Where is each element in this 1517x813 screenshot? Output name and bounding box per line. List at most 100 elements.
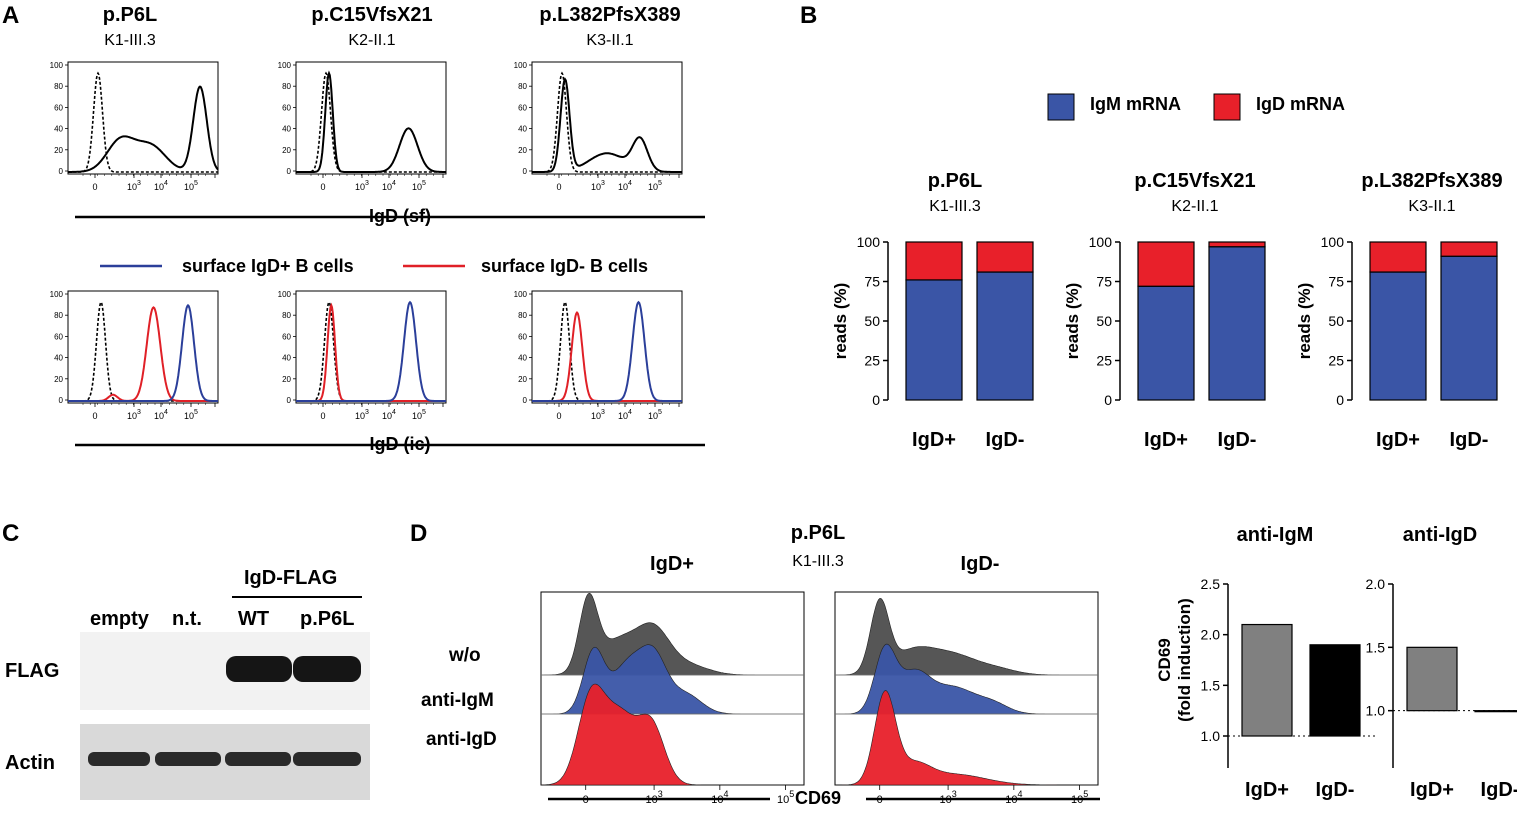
blot-lane-3: WT — [238, 608, 270, 630]
hist-ic-3-isotype-curve — [532, 300, 682, 402]
chart-b3-ytick-label: 25 — [1328, 353, 1344, 369]
panel-a-subtitle-1: K1-III.3 — [104, 32, 156, 49]
flow-igd-neg-xtick-label: 103 — [939, 789, 956, 806]
flow-igd-neg-xtick-exp: 3 — [952, 789, 957, 799]
chart-b2-title: p.C15VfsX21 — [1134, 170, 1256, 192]
chart-b1-xlabel-1: IgD+ — [912, 429, 956, 451]
hist-sf-1-ytick-label: 20 — [54, 146, 63, 155]
chart-b1-title: p.P6L — [927, 170, 983, 192]
hist-sf-3-ytick-label: 40 — [518, 125, 527, 134]
chart-b1-bar-igm-2 — [976, 271, 1034, 401]
hist-ic-2-xtick-label: 0 — [320, 411, 325, 421]
panel-letter-b: B — [800, 2, 818, 29]
hist-ic-3-ytick-label: 60 — [518, 332, 527, 341]
chart-b3-ytick-label: 100 — [1321, 234, 1345, 250]
chart-b1-xlabel-2: IgD- — [986, 429, 1025, 451]
flow-igd-neg-xtick-exp: 4 — [1017, 789, 1022, 799]
hist-sf-2-ytick-label: 60 — [282, 103, 291, 112]
chart-b2-bar-igd-1 — [1137, 241, 1195, 287]
panel-letter-d: D — [410, 520, 428, 547]
hist-ic-3-xtick-exp: 4 — [628, 409, 632, 416]
chart-b1-bar-igm-1 — [905, 279, 963, 401]
hist-sf-3-frame — [531, 61, 683, 175]
hist-sf-2-xtick-label: 0 — [320, 182, 325, 192]
flow-igd-pos-xtick-label: 105 — [777, 789, 794, 806]
hist-sf-1-xtick-label: 0 — [92, 182, 97, 192]
chart-b1-bar-igd-2 — [976, 241, 1034, 273]
chart-b2-xlabel-2: IgD- — [1218, 429, 1257, 451]
blot-actin-band-2 — [155, 752, 221, 766]
chart-b3-bar-igm-1 — [1369, 271, 1427, 401]
panel-c-graphics — [80, 596, 370, 800]
hist-ic-2-xtick-exp: 3 — [365, 409, 369, 416]
hist-sf-3-ytick-label: 0 — [523, 167, 528, 176]
hist-ic-1-xtick-label: 104 — [154, 409, 168, 421]
chart-d1-title: anti-IgM — [1236, 524, 1314, 546]
chart-b1-ytick-label: 0 — [872, 392, 880, 408]
chart-d1-bar-2 — [1309, 644, 1361, 737]
chart-d1-xlabel-1: IgD+ — [1245, 779, 1289, 801]
panel-d-axis-label: CD69 — [794, 788, 842, 808]
hist-sf-3-xtick-exp: 5 — [658, 180, 662, 187]
hist-ic-3-xtick-exp: 3 — [601, 409, 605, 416]
chart-b3-bar-igd-2 — [1440, 241, 1498, 257]
blot-actin-band-3 — [225, 752, 291, 766]
blot-actin-band-1 — [88, 752, 150, 766]
panel-b-graphics: 100 75 50 25 0 reads (%) IgD+ IgD- 100 75 50 25 0 rea… — [831, 93, 1498, 451]
panel-letter-a: A — [2, 2, 20, 29]
blot-row-flag: FLAG — [5, 660, 60, 682]
panel-d-subtitle: K1-III.3 — [792, 553, 844, 570]
flow-igd-neg-hist-anti-IgD — [835, 690, 1098, 786]
hist-sf-2-ytick-label: 20 — [282, 146, 291, 155]
chart-d2-ytick-label: 2.0 — [1366, 576, 1386, 592]
hist-ic-1-ytick-label: 20 — [54, 375, 63, 384]
hist-ic-3-xtick-label: 103 — [591, 409, 605, 421]
legend-igm-swatch — [1047, 93, 1075, 121]
chart-d1-ytick-label: 1.0 — [1201, 728, 1221, 744]
hist-sf-2-xtick-label: 104 — [382, 180, 396, 192]
hist-ic-3-ytick-label: 80 — [518, 311, 527, 320]
hist-sf-1-xtick-label: 105 — [184, 180, 198, 192]
panel-a-title-2: p.C15VfsX21 — [311, 4, 433, 26]
flow-igd-pos-xtick-label: 103 — [645, 789, 662, 806]
chart-b1-ytick-label: 75 — [864, 274, 880, 290]
hist-ic-2-xtick-label: 105 — [412, 409, 426, 421]
blot-lane-4: p.P6L — [300, 608, 355, 630]
chart-b3-bar-igd-1 — [1369, 241, 1427, 273]
hist-ic-1-xtick-exp: 3 — [137, 409, 141, 416]
flow-igd-pos-xtick-exp: 3 — [658, 789, 663, 799]
hist-ic-2-ytick-label: 60 — [282, 332, 291, 341]
blot-lane-2: n.t. — [172, 608, 202, 630]
hist-sf-1-frame — [67, 61, 219, 175]
panel-d-col-left: IgD+ — [650, 553, 694, 575]
panel-d-graphics: 010310410501031041052.52.01.51.0IgD+IgD-… — [540, 576, 1517, 806]
hist-ic-1-xtick-exp: 4 — [164, 409, 168, 416]
hist-sf-1-ytick-label: 100 — [50, 61, 64, 70]
chart-b3-ytick-label: 50 — [1328, 313, 1344, 329]
hist-ic-2-ytick-label: 80 — [282, 311, 291, 320]
chart-b1-bar-igd-1 — [905, 241, 963, 281]
hist-sf-1-xtick-label: 103 — [127, 180, 141, 192]
hist-ic-1-ytick-label: 80 — [54, 311, 63, 320]
chart-b1-ytick-label: 50 — [864, 313, 880, 329]
hist-ic-2-xtick-exp: 4 — [392, 409, 396, 416]
chart-b2-ytick-label: 75 — [1096, 274, 1112, 290]
chart-d-ylabel-line2: (fold induction) — [1175, 598, 1194, 722]
hist-ic-3-xtick-label: 104 — [618, 409, 632, 421]
chart-b3-ytick-label: 75 — [1328, 274, 1344, 290]
flow-igd-pos-xtick-label: 104 — [711, 789, 728, 806]
chart-b1-subtitle: K1-III.3 — [929, 198, 981, 215]
hist-ic-2-ytick-label: 100 — [278, 290, 292, 299]
panel-a-title-1: p.P6L — [102, 4, 158, 26]
chart-d2-title: anti-IgD — [1402, 524, 1478, 546]
hist-ic-2-xtick-exp: 5 — [422, 409, 426, 416]
hist-sf-3-xtick-label: 104 — [618, 180, 632, 192]
chart-d2-xlabel-1: IgD+ — [1410, 779, 1454, 801]
hist-sf-2-sample-curve — [296, 70, 446, 173]
legend-igd-swatch — [1213, 93, 1241, 121]
blot-flag-band-wt — [226, 656, 292, 682]
panel-d-row-anti-igd: anti-IgD — [426, 729, 497, 750]
blot-group-label: IgD-FLAG — [244, 567, 338, 589]
hist-sf-3-xtick-label: 0 — [556, 182, 561, 192]
